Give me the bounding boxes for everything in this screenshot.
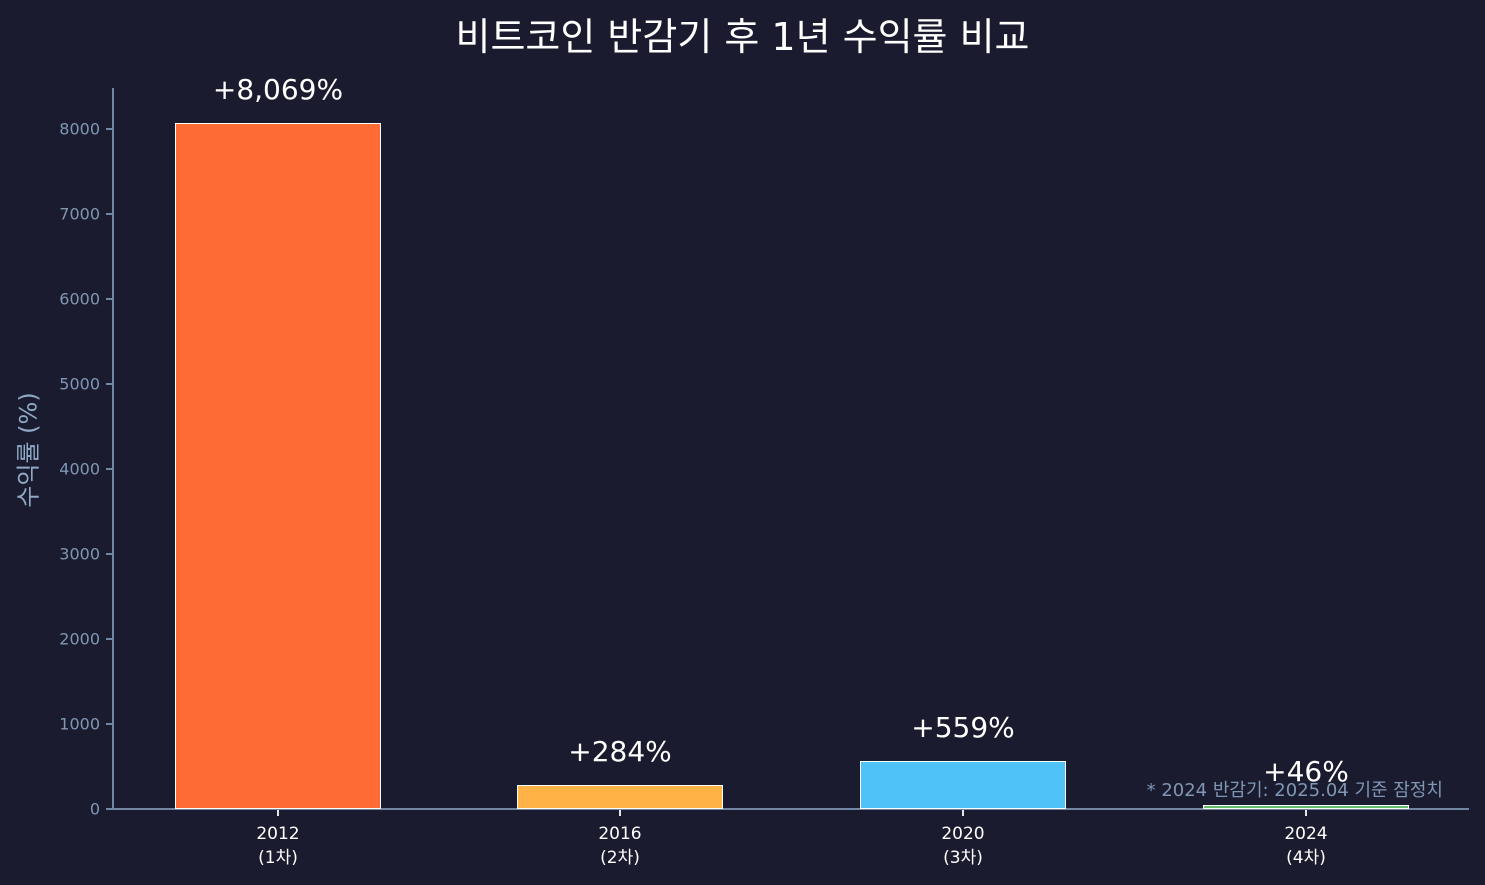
- y-tick-mark: [106, 298, 112, 300]
- y-axis-line: [112, 88, 114, 810]
- y-tick-label: 7000: [59, 204, 100, 224]
- y-axis-label: 수익률 (%): [14, 392, 43, 508]
- y-tick-mark: [106, 468, 112, 470]
- bar-2020: [860, 761, 1066, 809]
- x-tick-mark: [277, 810, 279, 816]
- y-tick-mark: [106, 723, 112, 725]
- y-tick-label: 5000: [59, 374, 100, 394]
- y-tick-mark: [106, 383, 112, 385]
- y-tick-label: 0: [89, 799, 100, 819]
- y-tick-label: 2000: [59, 629, 100, 649]
- x-axis-line: [112, 808, 1469, 810]
- value-label: +284%: [568, 734, 672, 768]
- x-tick-round: (3차): [943, 848, 983, 868]
- x-tick-year: 2016: [598, 824, 642, 844]
- x-tick-label: 2016 (2차): [560, 822, 680, 870]
- x-tick-mark: [1305, 810, 1307, 816]
- y-tick-mark: [106, 128, 112, 130]
- x-tick-label: 2020 (3차): [903, 822, 1023, 870]
- chart-title: 비트코인 반감기 후 1년 수익률 비교: [455, 15, 1030, 59]
- value-label: +8,069%: [212, 73, 344, 107]
- x-tick-mark: [619, 810, 621, 816]
- y-tick-label: 4000: [59, 459, 100, 479]
- x-tick-round: (2차): [600, 848, 640, 868]
- x-tick-label: 2012 (1차): [218, 822, 338, 870]
- y-tick-mark: [106, 638, 112, 640]
- x-tick-year: 2012: [256, 824, 300, 844]
- annotation-note: * 2024 반감기: 2025.04 기준 잠정치: [1146, 780, 1443, 801]
- y-tick-mark: [106, 553, 112, 555]
- y-tick-mark: [106, 808, 112, 810]
- value-label: +559%: [911, 711, 1015, 745]
- x-tick-mark: [962, 810, 964, 816]
- bar-2024: [1203, 805, 1409, 809]
- y-tick-label: 6000: [59, 289, 100, 309]
- x-tick-year: 2020: [941, 824, 985, 844]
- y-tick-mark: [106, 213, 112, 215]
- value-label: +46%: [1263, 755, 1349, 788]
- bar-2012: [175, 123, 381, 809]
- x-tick-label: 2024 (4차): [1246, 822, 1366, 870]
- x-tick-round: (1차): [258, 848, 298, 868]
- bar-2016: [517, 784, 723, 809]
- y-tick-label: 1000: [59, 714, 100, 734]
- x-tick-year: 2024: [1284, 824, 1328, 844]
- y-tick-label: 8000: [59, 119, 100, 139]
- y-tick-label: 3000: [59, 544, 100, 564]
- x-tick-round: (4차): [1286, 848, 1326, 868]
